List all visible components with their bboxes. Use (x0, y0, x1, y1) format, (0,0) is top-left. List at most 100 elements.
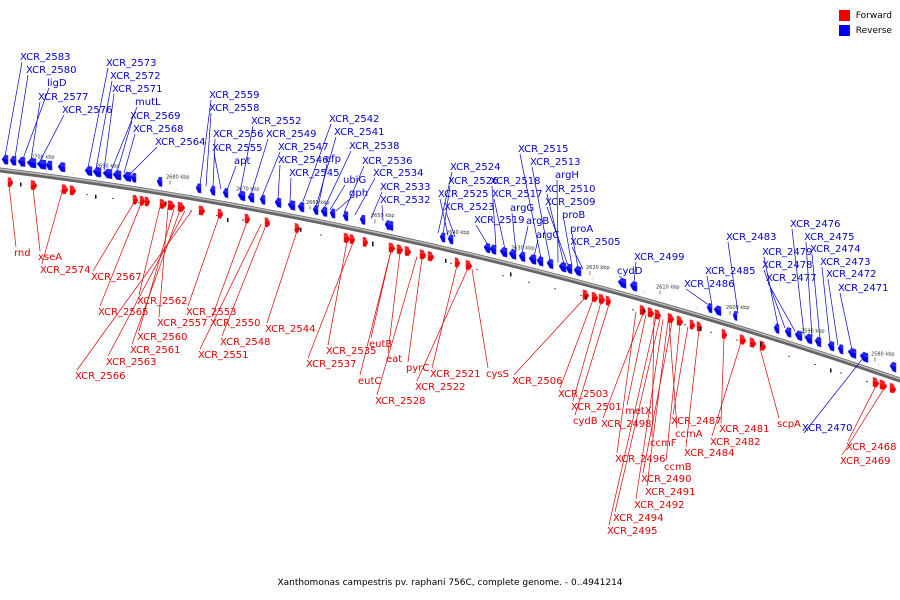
gene-label: XCR_2526 (448, 176, 499, 187)
gene-label: XCR_2485 (705, 266, 756, 277)
gene-label: XCR_2515 (518, 144, 569, 155)
forward-gene (7, 177, 14, 188)
leader-line (571, 246, 584, 270)
reverse-gene (773, 323, 780, 334)
gene-label: XCR_2523 (444, 202, 495, 213)
gene-labels: XCR_2583 XCR_2580 ligD XCR_2577 XCR_2576 XCR_… (14, 52, 897, 537)
forward-gene (465, 259, 473, 271)
tick-label: 2640 kbp (446, 230, 470, 236)
leader-line (519, 153, 542, 259)
gene-label: XCR_2574 (40, 265, 91, 276)
gene-label: mutL (135, 97, 161, 108)
leader-line (327, 241, 348, 346)
gene-label: XCR_2562 (137, 296, 188, 307)
tick-label: 2680 kbp (166, 174, 190, 180)
gene-label: ubiG (343, 175, 366, 186)
feature-marker (372, 241, 374, 246)
reverse-label: Reverse (855, 25, 892, 36)
feature-marker (20, 182, 22, 187)
reverse-swatch (838, 25, 850, 36)
leader-line (211, 221, 248, 318)
leader-line (642, 321, 673, 474)
gene-label: argG (510, 203, 534, 214)
gene-label: XCR_2513 (530, 157, 581, 168)
axis-dash (683, 323, 687, 326)
gene-label: XCR_2490 (641, 474, 692, 485)
leader-line (511, 212, 517, 252)
leader-line (513, 297, 586, 376)
leader-line (116, 120, 133, 173)
axis-dash (579, 295, 583, 297)
forward-gene (30, 180, 38, 191)
forward-gene (294, 223, 301, 234)
tick-label: 2590 kbp (801, 328, 825, 334)
gene-label: cydB (573, 416, 598, 427)
leader-line (129, 146, 158, 175)
forward-gene (132, 194, 139, 205)
leader-line (92, 202, 135, 272)
gene-label: XCR_2468 (846, 442, 897, 453)
gene-label: XCR_2518 (490, 176, 541, 187)
forward-gene (739, 334, 747, 345)
reverse-gene (827, 340, 835, 352)
reverse-gene (130, 172, 137, 183)
gene-label: XCR_2487 (671, 416, 722, 427)
gene-label: XCR_2482 (710, 437, 761, 448)
leader-line (199, 224, 262, 350)
reverse-gene (706, 302, 713, 314)
gene-label: XCR_2560 (137, 332, 188, 343)
legend: Forward Reverse (838, 8, 892, 38)
tick-label: 2620 kbp (586, 265, 610, 271)
leader-line (95, 80, 113, 169)
leader-line (307, 242, 354, 359)
gene-label: XCR_2580 (26, 65, 77, 76)
reverse-gene (732, 310, 738, 321)
reverse-gene (320, 206, 328, 217)
leader-line (226, 165, 237, 191)
reverse-gene (102, 168, 113, 180)
leader-line (685, 288, 709, 305)
gene-label: XCR_2537 (306, 359, 357, 370)
forward-gene (139, 195, 146, 206)
leader-line (493, 198, 506, 250)
gene-label: XCR_2492 (634, 500, 685, 511)
feature-marker (510, 272, 512, 277)
leader-line (213, 152, 222, 190)
forward-gene (244, 213, 251, 224)
reverse-gene (274, 197, 282, 208)
leader-line (22, 87, 50, 159)
gene-label: XCR_2509 (545, 197, 596, 208)
tick-label: 2690 kbp (96, 163, 120, 169)
axis-dash (449, 262, 453, 264)
reverse-gene (222, 188, 229, 199)
forward-gene (427, 251, 435, 262)
leader-line (672, 326, 689, 416)
gene-label: pyrC (406, 363, 429, 374)
forward-gene (591, 291, 599, 303)
reverse-gene (112, 170, 122, 181)
reverse-gene (359, 214, 366, 225)
reverse-gene (259, 194, 266, 205)
leader-line (803, 354, 867, 434)
leader-line (767, 282, 796, 332)
gene-label: eat (386, 354, 402, 365)
gene-label: gph (349, 188, 368, 199)
leader-line (199, 99, 212, 186)
leader-line (821, 266, 831, 343)
reverse-gene (489, 244, 497, 255)
leader-line (559, 299, 594, 389)
leader-line (572, 301, 602, 402)
gene-label: XCR_2483 (726, 232, 777, 243)
feature-marker (165, 201, 167, 206)
forward-gene (198, 205, 206, 216)
reverse-gene (247, 192, 255, 203)
forward-gene (419, 249, 427, 260)
reverse-gene (384, 220, 391, 231)
reverse-gene (447, 234, 454, 245)
leader-line (315, 136, 337, 208)
leader-line (475, 224, 489, 246)
gene-label: XCR_2471 (838, 283, 889, 294)
gene-label: cydD (617, 266, 643, 277)
forward-gene (264, 217, 271, 228)
